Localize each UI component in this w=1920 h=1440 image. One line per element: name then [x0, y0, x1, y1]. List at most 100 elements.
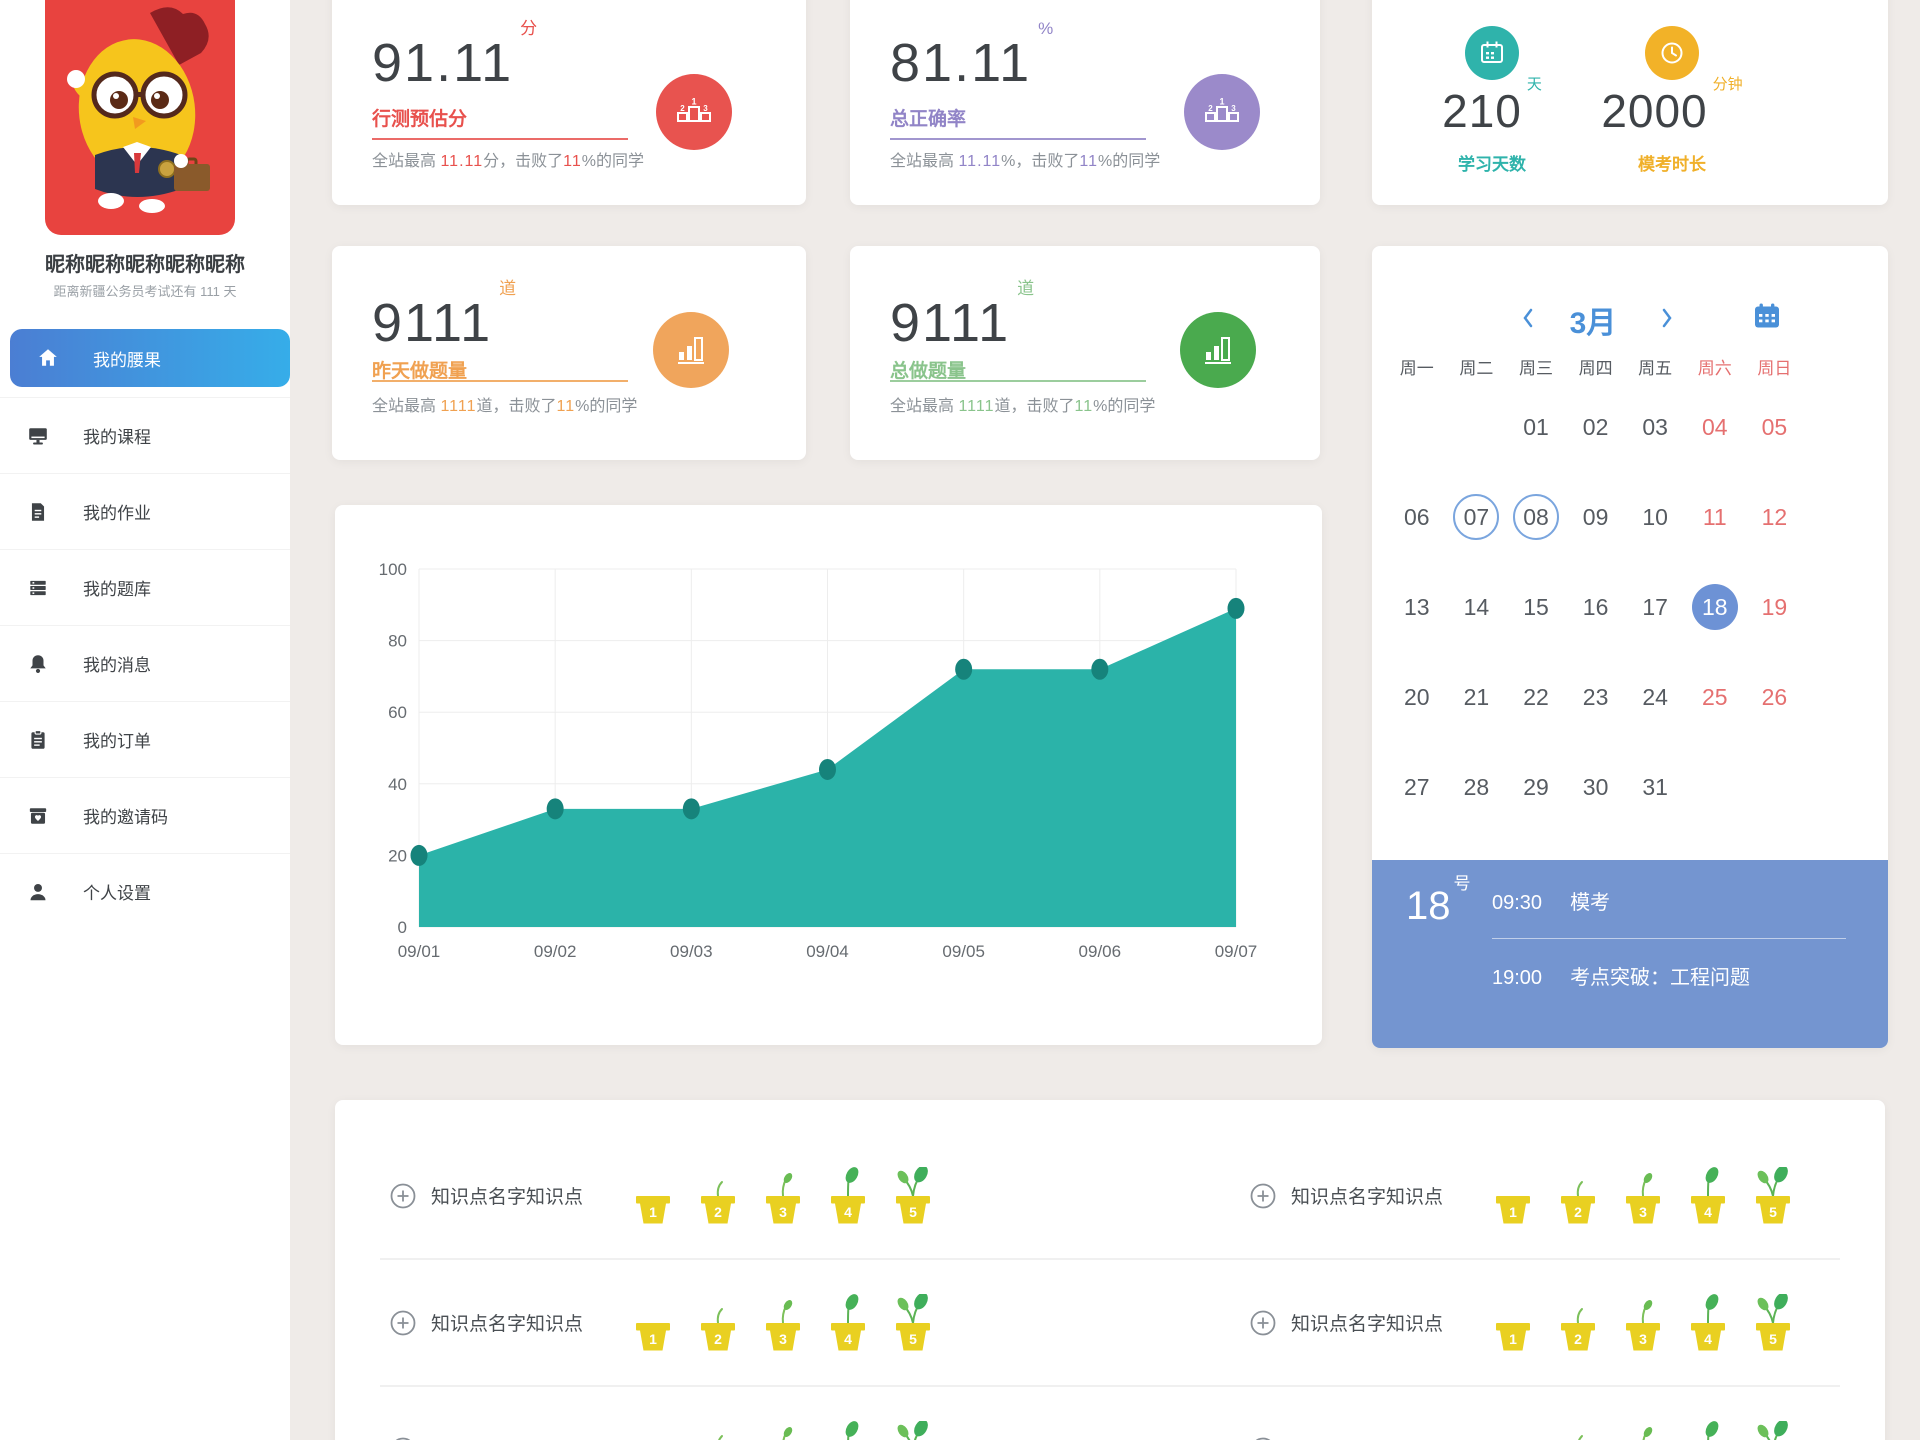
growth-pots: 1 2 3 4 5	[631, 1293, 935, 1352]
prev-month-button[interactable]	[1515, 304, 1541, 332]
expand-icon[interactable]	[390, 1183, 416, 1209]
stat-label: 总做题量	[890, 361, 967, 382]
x-tick-label: 09/07	[1215, 942, 1258, 961]
expand-icon[interactable]	[390, 1310, 416, 1336]
growth-pot-stage-5: 5	[1757, 1420, 1788, 1440]
calendar-day[interactable]: 17	[1642, 593, 1668, 620]
stat-value: 81.11%	[890, 19, 1054, 93]
stat-label: 行测预估分	[372, 109, 468, 130]
growth-pots: 1 2 3 4 5	[1491, 1166, 1795, 1225]
month-label: 3月	[1569, 307, 1617, 340]
calendar-day[interactable]: 25	[1701, 683, 1728, 710]
calendar-day[interactable]: 21	[1463, 683, 1490, 710]
calendar-day[interactable]: 10	[1642, 503, 1668, 530]
schedule-day: 18号	[1406, 873, 1471, 928]
calendar-day[interactable]: 02	[1582, 413, 1609, 440]
svg-text:4: 4	[1704, 1204, 1712, 1220]
calendar-day[interactable]: 29	[1523, 773, 1549, 800]
sidebar-item-messages[interactable]: 我的消息	[0, 625, 290, 701]
knowledge-row: 知识点名字知识点 1 2 3 4 5 知识点名字知识点 1 2 3 4 5	[335, 1387, 1885, 1440]
sidebar-item-invite[interactable]: 我的邀请码	[0, 777, 290, 853]
stat-value: 91.11分	[372, 19, 538, 93]
calendar-day[interactable]: 24	[1642, 683, 1668, 710]
growth-pots: 1 2 3 4 5	[1491, 1293, 1795, 1352]
svg-text:2: 2	[1574, 1204, 1582, 1220]
growth-pot-stage-1: 1	[1491, 1421, 1535, 1440]
calendar-header: 3月	[1372, 290, 1888, 346]
calendar-day[interactable]: 13	[1404, 593, 1430, 620]
calendar-day-empty	[1387, 382, 1447, 472]
invite-box-icon	[27, 805, 49, 827]
expand-icon[interactable]	[390, 1437, 416, 1440]
calendar-day[interactable]: 31	[1642, 773, 1668, 800]
svg-text:2: 2	[714, 1331, 722, 1347]
calendar-day[interactable]: 28	[1463, 773, 1490, 800]
svg-text:1: 1	[1509, 1204, 1517, 1220]
sidebar-item-homework[interactable]: 我的作业	[0, 473, 290, 549]
expand-icon[interactable]	[1250, 1437, 1276, 1440]
sidebar-item-bank[interactable]: 我的题库	[0, 549, 290, 625]
calendar-day[interactable]: 22	[1523, 683, 1549, 710]
knowledge-row: 知识点名字知识点 1 2 3 4 5 知识点名字知识点 1 2 3 4 5	[335, 1133, 1885, 1258]
calendar-day[interactable]: 27	[1404, 773, 1430, 800]
calendar-day[interactable]: 08	[1506, 472, 1566, 562]
bell-icon	[27, 653, 49, 675]
data-point	[546, 798, 564, 820]
date-picker-icon[interactable]	[1753, 302, 1781, 330]
calendar-day[interactable]: 30	[1582, 773, 1609, 800]
data-point	[819, 758, 836, 780]
sidebar-item-orders[interactable]: 我的订单	[0, 701, 290, 777]
knowledge-points-card: 知识点名字知识点 1 2 3 4 5 知识点名字知识点 1 2 3 4 5 知识点名字知识点 1 2 3 4 5 知…	[335, 1100, 1885, 1440]
knowledge-point-item: 知识点名字知识点 1 2 3 4 5	[390, 1387, 935, 1440]
svg-text:1: 1	[1509, 1331, 1517, 1347]
data-point	[1227, 597, 1245, 619]
growth-pot-stage-1: 1	[1496, 1322, 1530, 1350]
calendar-day[interactable]: 03	[1642, 413, 1668, 440]
calendar-day[interactable]: 19	[1761, 593, 1788, 620]
x-tick-label: 09/02	[534, 942, 577, 961]
growth-pot-stage-5: 5	[897, 1420, 928, 1440]
growth-pot-stage-3: 3	[782, 1426, 793, 1440]
sidebar-item-settings[interactable]: 个人设置	[0, 853, 290, 929]
calendar-day[interactable]: 20	[1404, 683, 1430, 710]
y-tick-label: 20	[388, 846, 407, 865]
sidebar-item-label: 我的作业	[83, 504, 151, 523]
event-time: 19:00	[1492, 967, 1543, 989]
row-divider	[380, 1258, 1840, 1260]
calendar-day[interactable]: 09	[1582, 503, 1609, 530]
svg-text:5: 5	[909, 1204, 917, 1220]
calendar-day[interactable]: 07	[1447, 472, 1507, 562]
calendar-day-empty	[1745, 742, 1805, 832]
growth-pots: 1 2 3 4 5	[1491, 1420, 1795, 1440]
stat-unit: 道	[499, 279, 517, 298]
document-icon	[27, 501, 49, 523]
sidebar-item-yaoguo[interactable]: 我的腰果	[10, 329, 290, 387]
calendar-day[interactable]: 04	[1701, 413, 1728, 440]
calendar-day[interactable]: 18	[1685, 562, 1745, 652]
growth-pot-stage-4: 4	[1691, 1166, 1725, 1223]
next-month-button[interactable]	[1654, 304, 1680, 332]
calendar-day[interactable]: 15	[1523, 593, 1549, 620]
knowledge-point-label: 知识点名字知识点	[1291, 1314, 1444, 1335]
calendar-day[interactable]: 14	[1463, 593, 1490, 620]
expand-icon[interactable]	[1250, 1310, 1276, 1336]
sidebar-item-label: 我的消息	[83, 656, 151, 675]
growth-pot-stage-1: 1	[631, 1421, 675, 1440]
calendar-day[interactable]: 11	[1702, 503, 1727, 530]
calendar-day[interactable]: 01	[1523, 413, 1549, 440]
calendar-day[interactable]: 26	[1761, 683, 1788, 710]
expand-icon[interactable]	[1250, 1183, 1276, 1209]
sidebar-item-label: 我的邀请码	[83, 808, 168, 827]
calendar-day[interactable]: 06	[1404, 503, 1430, 530]
calendar-day[interactable]: 23	[1582, 683, 1609, 710]
x-tick-label: 09/01	[398, 942, 441, 961]
svg-text:1: 1	[691, 97, 696, 107]
sidebar-item-courses[interactable]: 我的课程	[0, 397, 290, 473]
calendar-day[interactable]: 12	[1761, 503, 1788, 530]
calendar-day[interactable]: 16	[1582, 593, 1609, 620]
growth-pots: 1 2 3 4 5	[631, 1166, 935, 1225]
calendar-day[interactable]: 05	[1761, 413, 1788, 440]
summary-card: 210天 学习天数 2000分钟 模考时长	[1372, 0, 1888, 205]
